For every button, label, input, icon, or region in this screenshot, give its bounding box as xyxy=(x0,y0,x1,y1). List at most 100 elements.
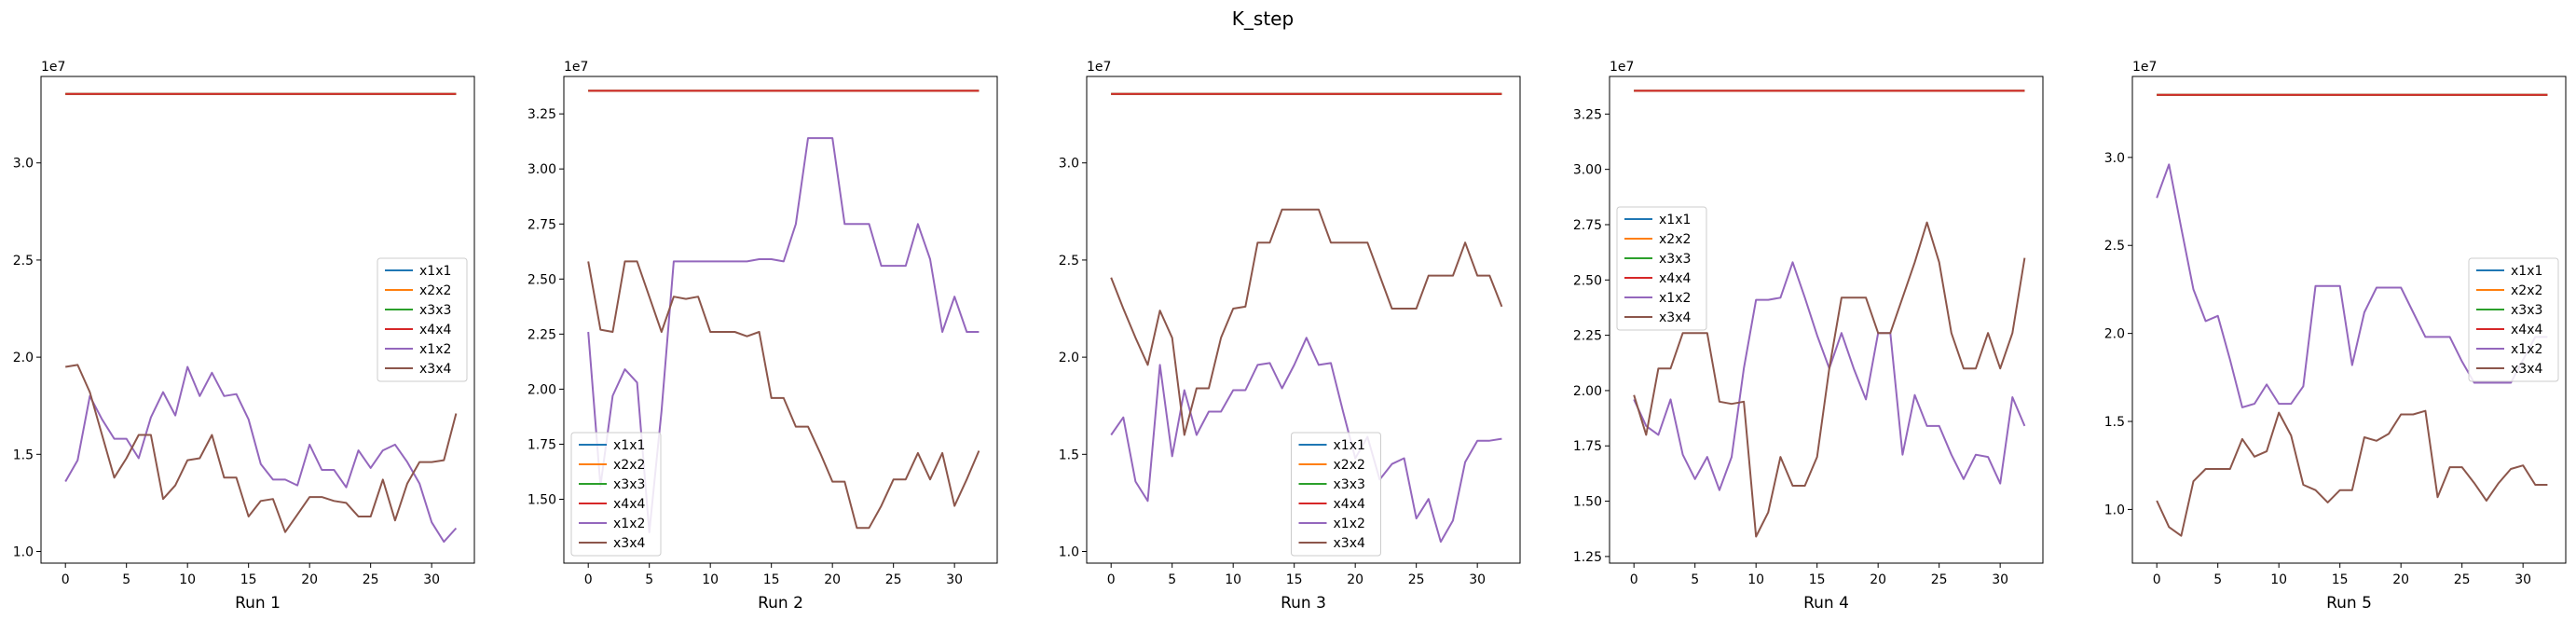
y-tick-label: 1.0 xyxy=(2104,503,2125,517)
y-tick-label: 2.75 xyxy=(528,217,556,232)
x-tick-label: 30 xyxy=(1992,572,2008,587)
legend-label: x4x4 xyxy=(2511,323,2542,338)
y-tick-label: 2.25 xyxy=(1573,329,1602,344)
x-axis-label: Run 2 xyxy=(758,594,803,613)
x-tick-label: 20 xyxy=(1870,572,1886,587)
axes-frame xyxy=(1086,76,1521,564)
y-tick-label: 2.50 xyxy=(528,272,556,287)
series-line-x1x2 xyxy=(2156,163,2548,408)
x-axis-label: Run 5 xyxy=(2326,594,2372,613)
legend-label: x3x3 xyxy=(1659,252,1691,267)
x-tick-label: 10 xyxy=(702,572,719,587)
legend-label: x2x2 xyxy=(613,458,645,473)
figure-title: K_step xyxy=(1232,7,1294,30)
y-offset-label: 1e7 xyxy=(1610,60,1634,75)
series-line-x3x4 xyxy=(587,260,980,530)
legend-label: x4x4 xyxy=(613,497,645,512)
subplot-2: 0 5 10 15 20 25 30 1.50 1.75 2.00 2.25 2.50 2.75 3.00… xyxy=(528,60,998,613)
subplot-4: 0 5 10 15 20 25 30 1.25 1.50 1.75 2.00 2.25 2.50 2.75… xyxy=(1573,60,2044,613)
series-line-x3x4 xyxy=(2156,409,2548,537)
y-tick-label: 2.0 xyxy=(1059,351,1079,365)
y-offset-label: 1e7 xyxy=(564,60,588,75)
x-tick-label: 10 xyxy=(2270,572,2287,587)
series-line-x1x2 xyxy=(64,365,458,544)
y-tick-label: 2.00 xyxy=(528,382,556,397)
x-tick-label: 10 xyxy=(179,572,196,587)
y-tick-label: 2.0 xyxy=(13,351,34,365)
legend-label: x1x2 xyxy=(2511,342,2542,357)
x-tick-label: 0 xyxy=(584,572,593,587)
legend: x1x1 x2x2 x3x3 x4x4 x1x2 x3x4 xyxy=(2468,257,2559,382)
y-tick-label: 1.0 xyxy=(13,544,34,559)
x-tick-label: 30 xyxy=(2514,572,2531,587)
x-tick-label: 30 xyxy=(423,572,440,587)
legend-label: x3x4 xyxy=(2511,362,2542,377)
x-tick-label: 15 xyxy=(240,572,257,587)
y-tick-label: 1.75 xyxy=(1573,439,1602,454)
y-tick-label: 3.00 xyxy=(528,162,556,177)
legend: x1x1 x2x2 x3x3 x4x4 x1x2 x3x4 xyxy=(570,432,662,557)
x-tick-label: 30 xyxy=(1469,572,1486,587)
legend-label: x3x3 xyxy=(1334,477,1365,492)
legend-label: x1x2 xyxy=(1334,517,1365,531)
y-tick-label: 1.25 xyxy=(1573,550,1602,565)
y-tick-label: 1.5 xyxy=(2104,415,2125,430)
legend-label: x3x3 xyxy=(2511,303,2542,318)
series-line-x3x4 xyxy=(1110,208,1503,436)
y-offset-label: 1e7 xyxy=(2132,60,2157,75)
y-tick-label: 2.5 xyxy=(2104,239,2125,254)
legend-label: x3x3 xyxy=(613,477,645,492)
y-tick-label: 2.0 xyxy=(2104,327,2125,342)
legend-label: x1x2 xyxy=(613,517,645,531)
legend-label: x3x3 xyxy=(419,303,451,318)
x-tick-label: 15 xyxy=(1286,572,1303,587)
legend-label: x3x4 xyxy=(1334,536,1365,551)
y-tick-label: 2.00 xyxy=(1573,384,1602,399)
legend-label: x2x2 xyxy=(1659,232,1691,247)
y-offset-label: 1e7 xyxy=(1087,60,1111,75)
legend-label: x3x4 xyxy=(419,362,451,377)
legend-label: x1x1 xyxy=(1659,213,1691,227)
axes-frame xyxy=(2131,76,2567,564)
legend-label: x3x4 xyxy=(613,536,645,551)
legend-label: x1x1 xyxy=(1334,438,1365,453)
axes-frame xyxy=(40,76,475,564)
axes-frame xyxy=(563,76,998,564)
y-tick-label: 3.25 xyxy=(1573,107,1602,122)
x-tick-label: 5 xyxy=(1691,572,1699,587)
x-tick-label: 0 xyxy=(1107,572,1116,587)
x-tick-label: 5 xyxy=(2213,572,2222,587)
legend-label: x1x2 xyxy=(419,342,451,357)
legend-label: x1x1 xyxy=(419,264,451,279)
x-tick-label: 20 xyxy=(1347,572,1363,587)
series-line-x3x4 xyxy=(1633,221,2026,538)
x-tick-label: 0 xyxy=(62,572,70,587)
x-tick-label: 0 xyxy=(2153,572,2161,587)
x-tick-label: 20 xyxy=(824,572,841,587)
y-offset-label: 1e7 xyxy=(41,60,65,75)
legend-label: x2x2 xyxy=(1334,458,1365,473)
legend-label: x3x4 xyxy=(1659,310,1691,325)
y-tick-label: 3.00 xyxy=(1573,163,1602,178)
y-tick-label: 2.25 xyxy=(528,327,556,342)
legend-label: x2x2 xyxy=(2511,283,2542,298)
y-tick-label: 3.25 xyxy=(528,107,556,122)
x-tick-label: 15 xyxy=(2332,572,2349,587)
legend-label: x4x4 xyxy=(1659,271,1691,286)
y-tick-label: 2.5 xyxy=(13,254,34,269)
y-tick-label: 1.5 xyxy=(13,448,34,462)
legend-label: x4x4 xyxy=(419,323,451,338)
x-tick-label: 10 xyxy=(1225,572,1241,587)
series-line-x3x4 xyxy=(65,364,458,533)
x-tick-label: 25 xyxy=(1931,572,1948,587)
legend-label: x1x1 xyxy=(613,438,645,453)
x-tick-label: 30 xyxy=(946,572,963,587)
x-tick-label: 5 xyxy=(645,572,653,587)
x-tick-label: 25 xyxy=(1408,572,1425,587)
legend-label: x1x1 xyxy=(2511,264,2542,279)
y-tick-label: 1.50 xyxy=(1573,495,1602,510)
